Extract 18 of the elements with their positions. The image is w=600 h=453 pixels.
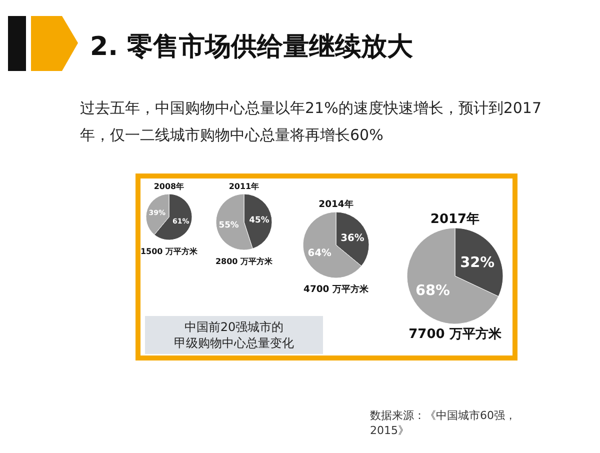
text: 过去五年，中国购物中心总量以年21%的速度快速增长，预计到2017年，仅一二线城市购物中心总量将再增长60% xyxy=(80,99,542,144)
text: 1500 万平方米 xyxy=(140,246,199,256)
chart-title: 2014年 xyxy=(318,199,354,210)
data-label: 32% xyxy=(460,254,495,271)
data-label: 55% xyxy=(218,219,240,230)
source-note: 数据来源：《中国城市60强，2015》 xyxy=(370,409,516,437)
text: 7700 万平方米 xyxy=(408,326,502,342)
chart-title: 2011年 xyxy=(228,182,260,191)
text: 2800 万平方米 xyxy=(215,256,274,266)
text: 4700 万平方米 xyxy=(304,284,370,295)
text: 2. 零售市场供给量继续放大 xyxy=(90,32,414,62)
data-label: 68% xyxy=(415,283,450,300)
chart-title: 2017年 xyxy=(430,212,480,227)
text: 中国前20强城市的甲级购物中心总量变化 xyxy=(174,320,294,350)
data-label: 45% xyxy=(249,214,270,225)
chart-title: 2008年 xyxy=(154,182,184,191)
data-label: 64% xyxy=(308,248,332,260)
data-label: 36% xyxy=(340,232,364,244)
